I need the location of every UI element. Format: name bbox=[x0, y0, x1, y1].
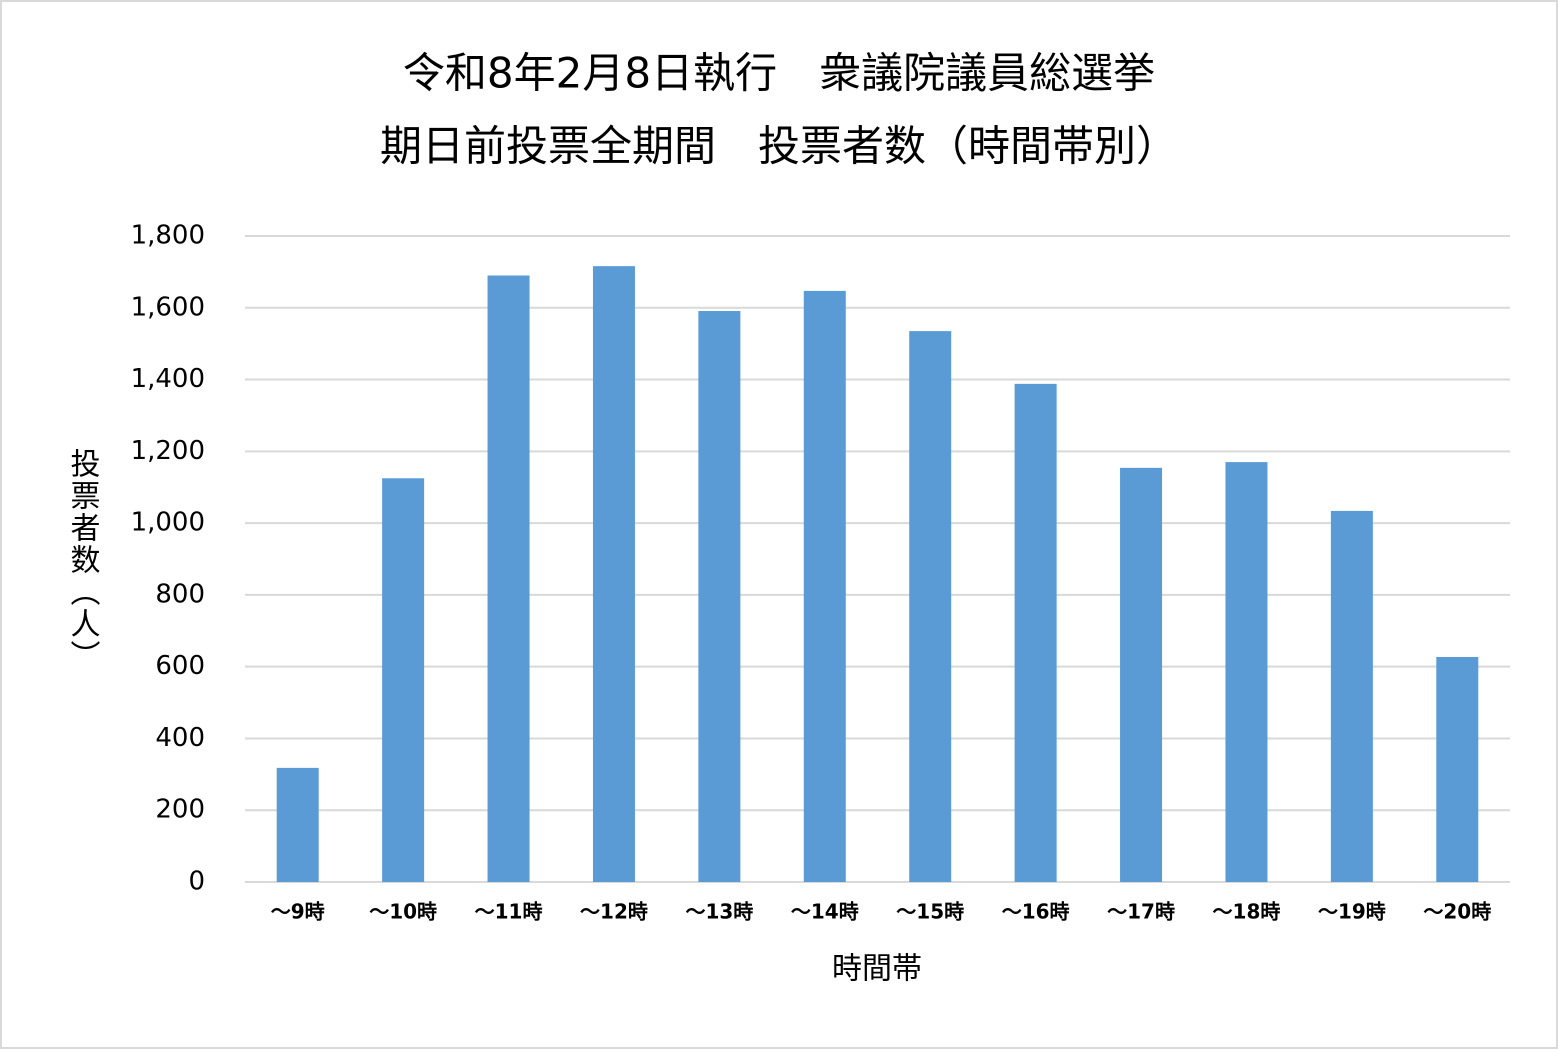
y-tick-label: 400 bbox=[155, 723, 205, 753]
x-tick-label: ～11時 bbox=[475, 900, 543, 924]
y-tick-label: 1,600 bbox=[131, 292, 205, 322]
bar bbox=[803, 290, 846, 882]
chart-title: 期日前投票全期間 投票者数（時間帯別） bbox=[380, 122, 1178, 171]
bar bbox=[276, 767, 319, 882]
bar bbox=[487, 275, 530, 882]
bar bbox=[1436, 656, 1479, 882]
x-tick-label: ～9時 bbox=[271, 900, 325, 924]
x-tick-label: ～12時 bbox=[580, 900, 648, 924]
y-tick-label: 1,000 bbox=[131, 508, 205, 538]
x-tick-label: ～14時 bbox=[791, 900, 859, 924]
y-tick-label: 200 bbox=[155, 795, 205, 825]
y-axis-title: 投票者数（人） bbox=[65, 448, 101, 672]
bar bbox=[698, 311, 741, 882]
x-tick-label: ～20時 bbox=[1423, 900, 1491, 924]
x-tick-label: ～18時 bbox=[1213, 900, 1281, 924]
chart-title: 令和8年2月8日執行 衆議院議員総選挙 bbox=[403, 49, 1155, 98]
bar bbox=[592, 266, 635, 882]
bar bbox=[909, 331, 952, 882]
x-axis-title: 時間帯 bbox=[832, 952, 922, 987]
x-tick-label: ～19時 bbox=[1318, 900, 1386, 924]
bar bbox=[1014, 383, 1057, 882]
y-tick-label: 1,400 bbox=[131, 364, 205, 394]
y-tick-label: 600 bbox=[155, 651, 205, 681]
bar bbox=[1330, 510, 1373, 882]
x-tick-label: ～13時 bbox=[685, 900, 753, 924]
y-tick-label: 800 bbox=[155, 579, 205, 609]
y-tick-label: 0 bbox=[188, 867, 205, 897]
bar bbox=[1120, 467, 1163, 882]
x-tick-label: ～15時 bbox=[896, 900, 964, 924]
bar bbox=[1225, 462, 1268, 882]
y-tick-label: 1,200 bbox=[131, 436, 205, 466]
x-tick-label: ～16時 bbox=[1002, 900, 1070, 924]
bar bbox=[382, 478, 425, 882]
x-tick-label: ～17時 bbox=[1107, 900, 1175, 924]
y-tick-label: 1,800 bbox=[131, 221, 205, 251]
x-tick-label: ～10時 bbox=[369, 900, 437, 924]
